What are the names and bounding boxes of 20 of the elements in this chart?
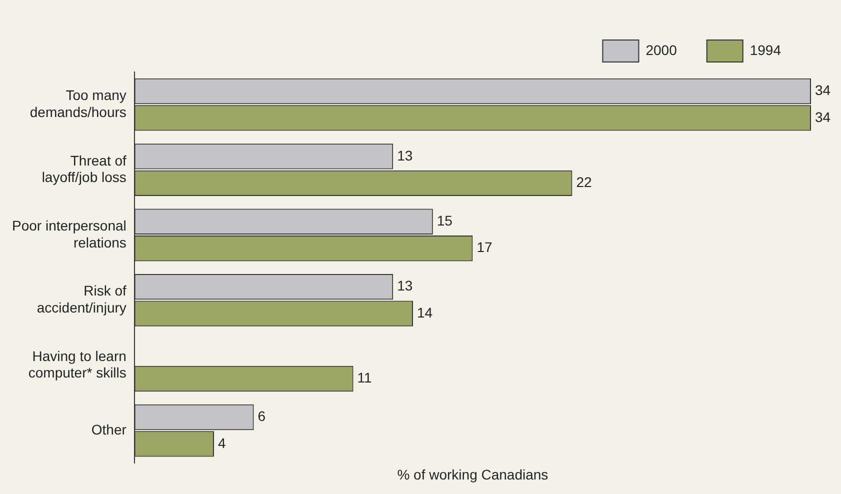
data-label: 11: [357, 370, 372, 386]
y-tick-label: Having to learn computer* skills: [28, 348, 126, 381]
y-tick-label: Other: [91, 421, 127, 438]
x-axis-title: % of working Canadians: [397, 466, 548, 482]
data-label: 22: [576, 174, 592, 190]
y-tick-label: Threat of layoff/job loss: [42, 152, 127, 186]
legend-label: 1994: [750, 42, 782, 58]
data-label: 34: [815, 108, 831, 125]
data-label: 6: [258, 408, 266, 424]
data-label: 13: [397, 147, 413, 164]
data-label: 13: [397, 278, 413, 294]
data-label: 34: [815, 82, 831, 98]
data-label: 17: [476, 239, 492, 256]
y-tick-label: Risk of accident/injury: [36, 282, 126, 316]
data-label: 14: [417, 304, 433, 320]
y-tick-label: Too many demands/hours: [30, 87, 126, 120]
data-label: 15: [436, 212, 453, 228]
legend-label: 2000: [646, 42, 678, 58]
data-label: 4: [218, 434, 226, 451]
y-tick-label: Poor interpersonal relations: [12, 217, 126, 250]
